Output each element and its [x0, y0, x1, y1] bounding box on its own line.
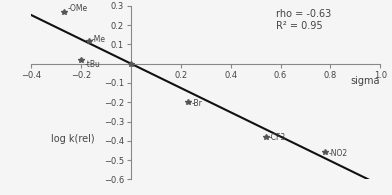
Text: -Br: -Br	[192, 99, 203, 108]
Text: -NO2: -NO2	[328, 149, 348, 158]
Text: -Me: -Me	[92, 35, 106, 44]
Text: rho = -0.63: rho = -0.63	[276, 9, 331, 19]
Text: -CF3: -CF3	[269, 133, 286, 142]
Text: log k(rel): log k(rel)	[51, 134, 95, 144]
Text: sigma: sigma	[350, 76, 380, 86]
Text: -tBu: -tBu	[84, 60, 100, 69]
Text: -OMe: -OMe	[67, 4, 88, 13]
Text: R² = 0.95: R² = 0.95	[276, 21, 322, 31]
